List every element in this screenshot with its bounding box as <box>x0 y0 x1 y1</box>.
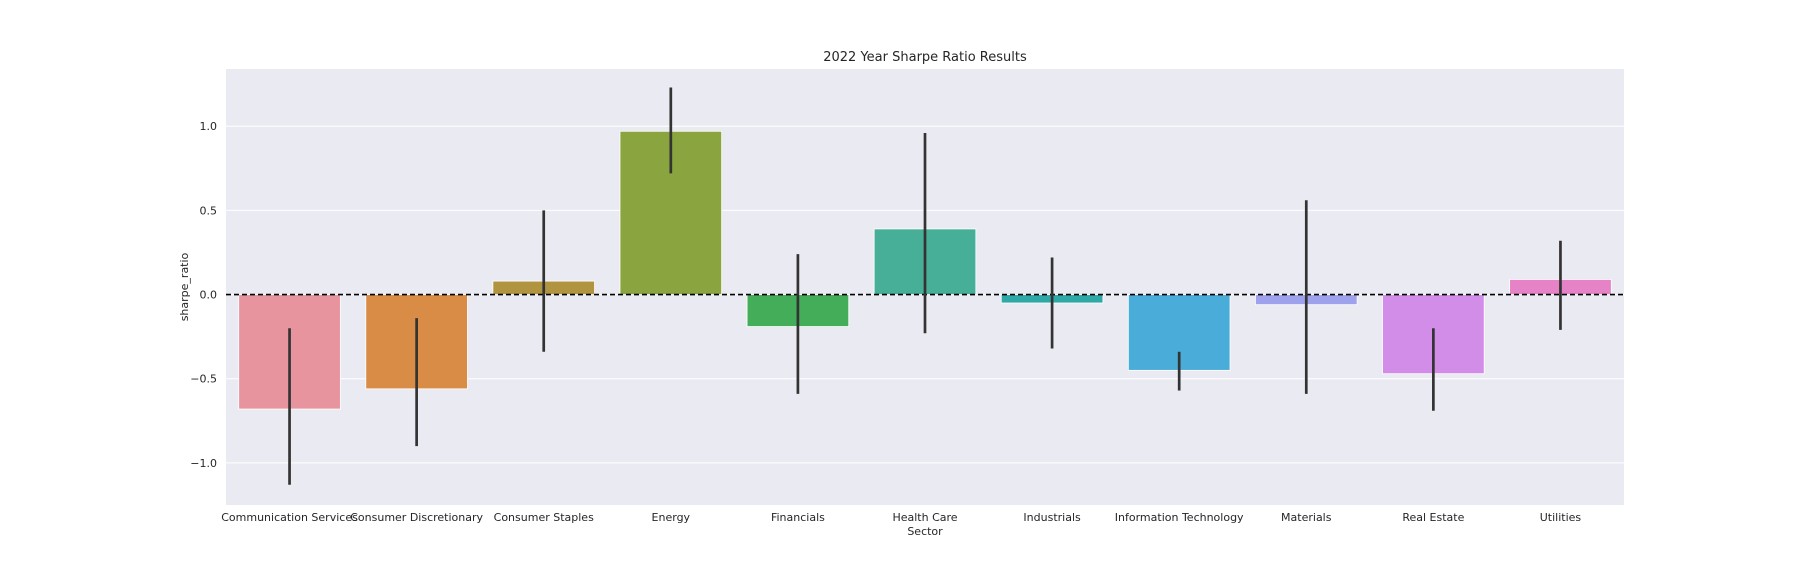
x-tick-label: Consumer Staples <box>494 511 594 524</box>
y-tick-label: 0.0 <box>200 289 218 302</box>
x-tick-label: Energy <box>652 511 691 524</box>
x-tick-label: Materials <box>1281 511 1332 524</box>
x-tick-label: Financials <box>771 511 825 524</box>
x-tick-label: Real Estate <box>1402 511 1464 524</box>
y-axis-label: sharpe_ratio <box>178 252 191 321</box>
y-tick-label: −0.5 <box>190 373 217 386</box>
x-tick-label: Industrials <box>1023 511 1081 524</box>
x-tick-label: Health Care <box>892 511 957 524</box>
y-tick-label: −1.0 <box>190 457 217 470</box>
y-tick-labels: 1.0 0.5 0.0 −0.5 −1.0 <box>190 120 217 470</box>
chart-title: 2022 Year Sharpe Ratio Results <box>823 50 1027 65</box>
x-axis-label: Sector <box>907 525 943 538</box>
y-tick-label: 1.0 <box>200 120 218 133</box>
error-bars <box>288 87 1562 485</box>
x-tick-label: Information Technology <box>1115 511 1244 524</box>
x-tick-label: Communication Services <box>221 511 358 524</box>
x-tick-label: Consumer Discretionary <box>350 511 483 524</box>
x-tick-label: Utilities <box>1540 511 1582 524</box>
y-tick-label: 0.5 <box>200 204 218 217</box>
